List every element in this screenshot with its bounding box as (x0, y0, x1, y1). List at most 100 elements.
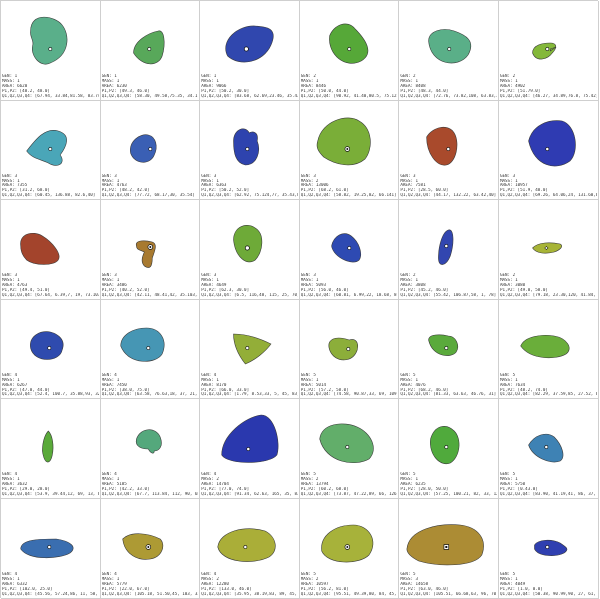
mass-label: MASS: 1 (400, 377, 419, 382)
creature-cell[interactable]: GEN: 2 MASS: 1 AREA: 3808 P1,P2: [45.2, … (399, 200, 499, 300)
q-label: Q1,Q2,Q3,Q4: [58.30, 49.58,75.35, 34.17,… (101, 93, 199, 98)
gen-label: GEN: 2 (499, 273, 516, 278)
q-label: Q1,Q2,Q3,Q4: [83.90, 41.19,41, 86, 37, 0… (499, 492, 597, 497)
q-label: Q1,Q2,Q3,Q4: [57.25, 100.21, 82, 33, 120… (400, 492, 497, 497)
q-label: Q1,Q2,Q3,Q4: [58.82, 19.25,82, 66.141] (300, 193, 397, 198)
q-label: Q1,Q2,Q3,Q4: [81.33, 63.63, 46.76, 31] (400, 392, 497, 397)
p1p2-label: P1,P2: [31.2, 68.0] (2, 188, 50, 193)
creature-cell[interactable]: GEN: 5 MASS: 1 AREA: 6235 P1,P2: [28.0, … (399, 399, 499, 499)
area-label: AREA: 10597 (300, 581, 329, 586)
gen-label: GEN: 4 (201, 372, 217, 377)
creature-cell[interactable]: GEN: 5 MASS: 1 AREA: 7634 P1,P2: [48.2, … (498, 299, 599, 400)
q-label: Q1,Q2,Q3,Q4: [105.51, 66.68,63, 96, 70, … (400, 591, 497, 596)
mass-label: MASS: 1 (101, 178, 120, 183)
creature-info: GEN: 5 MASS: 3 AREA: 14658 P1,P2: [63.0,… (400, 572, 497, 597)
creature-info: GEN: 4 MASS: 1 AREA: 5185 P1,P2: [42.2, … (102, 472, 199, 497)
creature-cell[interactable]: GEN: 1 MASS: 1 AREA: 6620 P1,P2: [48.2, … (1, 1, 101, 101)
creature-cell[interactable]: GEN: 3 MASS: 1 AREA: 5093 P1,P2: [56.0, … (299, 200, 400, 300)
creature-cell[interactable]: GEN: 5 MASS: 1 AREA: 5750 P1,P2: [0.43.0… (498, 399, 599, 499)
creature-cell[interactable]: GEN: 5 MASS: 2 AREA: 10597 P1,P2: [56.2,… (299, 498, 400, 599)
creature-cell[interactable]: GEN: 3 MASS: 1 AREA: 10957 P1,P2: [51.9,… (498, 100, 599, 201)
creature-cell[interactable]: GEN: 2 MASS: 1 AREA: 8446 P1,P2: [50.0, … (299, 1, 400, 101)
q-label: Q1,Q2,Q3,Q4: [45.56, 57.24,86, 11, 58, 4… (2, 591, 99, 596)
creature-shape (331, 233, 361, 263)
creature-info: GEN: 4 MASS: 2 AREA: 14704 P1,P2: [77.0,… (201, 472, 298, 497)
area-label: AREA: 7355 (2, 183, 28, 188)
area-label: AREA: 3486 (101, 283, 127, 288)
q-label: Q1,Q2,Q3,Q4: [46.27, 34.89,76.8, 75.42] (499, 93, 597, 98)
p1p2-label: P1,P2: [0.43.0] (499, 487, 538, 492)
gen-label: GEN: 4 (101, 472, 117, 477)
q-label: Q1,Q2,Q3,Q4: [1.79, 8.53,33, 5, 45, 83] (201, 392, 298, 397)
mass-label: MASS: 1 (2, 278, 20, 283)
creature-cell[interactable]: GEN: 2 MASS: 1 AREA: 4902 P1,P2: [51.79.… (498, 1, 599, 101)
creature-cell[interactable]: GEN: 3 MASS: 1 AREA: 7355 P1,P2: [31.2, … (1, 100, 101, 201)
mass-label: MASS: 2 (300, 576, 319, 581)
creature-cell[interactable]: GEN: 3 MASS: 1 AREA: 3486 P1,P2: [40.2, … (100, 200, 201, 300)
creature-shape (534, 539, 568, 556)
creature-info: GEN: 5 MASS: 1 AREA: 5014 P1,P2: [57.2, … (301, 373, 398, 398)
creature-cell[interactable]: GEN: 4 MASS: 1 AREA: 6267 P1,P2: [47.0, … (1, 299, 101, 400)
creature-cell[interactable]: GEN: 5 MASS: 2 AREA: 13794 P1,P2: [60.2,… (299, 399, 400, 499)
creature-info: GEN: 4 MASS: 1 AREA: 7450 P1,P2: [38.0, … (102, 373, 199, 398)
creature-info: GEN: 3 MASS: 1 AREA: 5093 P1,P2: [56.0, … (301, 273, 398, 298)
mass-label: MASS: 1 (499, 178, 518, 183)
creature-cell[interactable]: GEN: 3 MASS: 1 AREA: 6363 P1,P2: [50.2, … (200, 100, 300, 201)
mass-label: MASS: 1 (101, 576, 120, 581)
creature-cell[interactable]: GEN: 2 MASS: 1 AREA: 8408 P1,P2: [48.3, … (399, 1, 499, 101)
creature-shape (528, 434, 564, 463)
p1p2-label: P1,P2: [28.5, 60.0] (400, 188, 449, 193)
q-label: Q1,Q2,Q3,Q4: [91.34, 62.63, 165, 35, 83] (201, 492, 298, 497)
creature-cell[interactable]: GEN: 5 MASS: 1 AREA: 5014 P1,P2: [57.2, … (299, 299, 400, 400)
creature-shape (321, 524, 374, 563)
creature-cell[interactable]: GEN: 4 MASS: 1 AREA: 5185 P1,P2: [42.2, … (100, 399, 201, 499)
q-label: Q1,Q2,Q3,Q4: [44.17, 132.22, 63.42,40] (400, 193, 497, 198)
creature-cell[interactable]: GEN: 4 MASS: 2 AREA: 12280 P1,P2: [133.0… (200, 498, 300, 599)
area-label: AREA: 6620 (2, 83, 28, 88)
gen-label: GEN: 1 (2, 74, 18, 79)
creature-cell[interactable]: GEN: 2 MASS: 1 AREA: 3080 P1,P2: [49.0, … (498, 200, 599, 300)
creature-shape (120, 327, 164, 362)
p1p2-label: P1,P2: [48.2, 48.0] (2, 88, 50, 93)
p1p2-label: P1,P2: [49.3, 46.0] (101, 88, 150, 93)
creature-cell[interactable]: GEN: 3 MASS: 1 AREA: 4649 P1,P2: [62.3, … (200, 200, 300, 300)
creature-cell[interactable]: GEN: 3 MASS: 1 AREA: 7581 P1,P2: [28.5, … (399, 100, 499, 201)
q-label: Q1,Q2,Q3,Q4: [95.51, 49.39,80, 84, 45, 1… (300, 591, 398, 596)
creature-shape (135, 240, 156, 269)
p1p2-label: P1,P2: [48.2, 42.0] (101, 188, 150, 193)
mass-label: MASS: 1 (2, 377, 20, 382)
q-label: Q1,Q2,Q3,Q4: [53.9, 39.44,12, 69, 13, 69… (2, 492, 99, 497)
area-label: AREA: 5014 (300, 382, 326, 387)
area-label: AREA: 6230 (101, 83, 127, 88)
creature-cell[interactable]: GEN: 3 MASS: 1 AREA: 4763 P1,P2: [48.2, … (100, 100, 201, 201)
creature-cell[interactable]: GEN: 1 MASS: 1 AREA: 6230 P1,P2: [49.3, … (100, 1, 201, 101)
creature-cell[interactable]: GEN: 5 MASS: 1 AREA: 4049 P1,P2: [1.0, 0… (498, 498, 599, 599)
q-label: Q1,Q2,Q3,Q4: [50.38, 90.99,90, 27, 61, 2… (499, 591, 597, 596)
creature-shape (426, 126, 458, 165)
area-label: AREA: 10957 (499, 183, 528, 188)
gen-label: GEN: 5 (400, 472, 416, 477)
creature-cell[interactable]: GEN: 4 MASS: 1 AREA: 6332 P1,P2: [102.0,… (1, 498, 101, 599)
creature-shape (532, 42, 557, 60)
creature-cell[interactable]: GEN: 1 MASS: 1 AREA: 9066 P1,P2: [50.2, … (200, 1, 300, 101)
creature-cell[interactable]: GEN: 4 MASS: 1 AREA: 8170 P1,P2: [66.0, … (200, 299, 300, 400)
creature-cell[interactable]: GEN: 4 MASS: 2 AREA: 14704 P1,P2: [77.0,… (200, 399, 300, 499)
q-label: Q1,Q2,Q3,Q4: [82.29, 37.59,85, 27.52, 64… (499, 392, 597, 397)
creature-cell[interactable]: GEN: 4 MASS: 1 AREA: 5779 P1,P2: [22.0, … (100, 498, 201, 599)
gen-label: GEN: 5 (499, 572, 516, 577)
q-label: Q1,Q2,Q3,Q4: [42.11, 48.41,42, 35.103,14… (101, 292, 199, 297)
gen-label: GEN: 5 (400, 572, 416, 577)
p1p2-label: P1,P2: [50.2, 52.0] (201, 188, 250, 193)
area-label: AREA: 5185 (101, 482, 127, 487)
creature-cell[interactable]: GEN: 5 MASS: 1 AREA: 4076 P1,P2: [68.2, … (399, 299, 499, 400)
creature-cell[interactable]: GEN: 4 MASS: 1 AREA: 3632 P1,P2: [29.0, … (1, 399, 101, 499)
creature-cell[interactable]: GEN: 5 MASS: 3 AREA: 14658 P1,P2: [63.0,… (399, 498, 499, 599)
creature-cell[interactable]: GEN: 3 MASS: 1 AREA: 4763 P1,P2: [49.4, … (1, 200, 101, 300)
mass-label: MASS: 2 (201, 477, 219, 482)
creature-shape (406, 524, 485, 566)
creature-cell[interactable]: GEN: 4 MASS: 1 AREA: 7450 P1,P2: [38.0, … (100, 299, 201, 400)
creature-cell[interactable]: GEN: 3 MASS: 2 AREA: 13006 P1,P2: [68.2,… (299, 100, 400, 201)
mass-label: MASS: 1 (499, 78, 518, 83)
p1p2-label: P1,P2: [68.2, 61.0] (300, 188, 349, 193)
area-label: AREA: 4763 (2, 283, 28, 288)
